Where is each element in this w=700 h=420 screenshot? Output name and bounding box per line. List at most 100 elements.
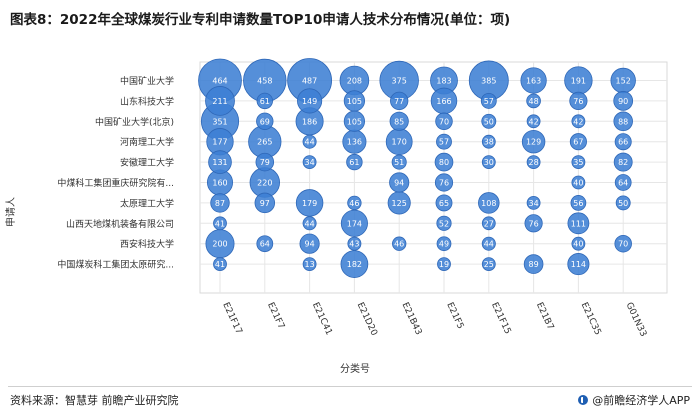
bubble-value-label: 174 [347, 219, 362, 228]
bubble-value-label: 125 [392, 199, 407, 208]
bubble [340, 209, 368, 237]
bubble-value-label: 85 [394, 117, 404, 126]
bubble-value-label: 42 [529, 117, 539, 126]
y-tick-label: 中国煤炭科工集团太原研究... [57, 259, 174, 271]
bubble [437, 257, 451, 272]
x-tick-label: E21F7 [265, 301, 286, 331]
bubble-value-label: 77 [394, 97, 404, 106]
bubble-value-label: 64 [618, 179, 628, 188]
bubble-value-label: 89 [529, 260, 539, 269]
bubble [526, 93, 541, 109]
bubble [571, 175, 586, 190]
bubble [481, 113, 497, 129]
bubble-value-label: 27 [484, 219, 494, 228]
bubble-value-label: 38 [484, 138, 494, 147]
bubble-value-label: 129 [526, 138, 541, 147]
bubble-value-label: 182 [347, 260, 362, 269]
bubble [569, 133, 587, 151]
bubble-value-label: 51 [394, 158, 404, 167]
y-tick-label: 中国矿业大学(北京) [95, 116, 174, 128]
y-tick-label: 西安科技大学 [120, 238, 174, 250]
bubble-value-label: 179 [302, 199, 317, 208]
bubble-value-label: 79 [260, 158, 270, 167]
bubble [390, 91, 409, 111]
bubble-value-label: 41 [215, 260, 225, 269]
source-text: 资料来源：智慧芽 前瞻产业研究院 [10, 394, 179, 407]
bubble [208, 150, 232, 174]
bubble-value-label: 166 [436, 97, 451, 106]
bubble-value-label: 163 [526, 77, 541, 86]
bubble-value-label: 56 [573, 199, 583, 208]
bubble-value-label: 385 [481, 77, 496, 86]
bubble-value-label: 211 [212, 97, 227, 106]
y-tick-label: 太原理工大学 [120, 197, 174, 209]
bubble-value-label: 82 [618, 158, 628, 167]
bubble [346, 153, 363, 171]
bubble-value-label: 88 [618, 117, 628, 126]
plot-frame [199, 61, 668, 294]
bubble-value-label: 191 [571, 77, 586, 86]
bubble [567, 253, 590, 276]
bubble [436, 215, 452, 231]
bubble [571, 155, 586, 170]
bubble [526, 155, 541, 170]
bubble [392, 236, 407, 251]
bubble-value-label: 61 [260, 97, 270, 106]
bubble-value-label: 65 [439, 199, 449, 208]
bubble-value-label: 61 [349, 158, 359, 167]
bubble [615, 195, 631, 211]
bubble [347, 195, 362, 211]
bubble [210, 193, 230, 213]
bubble-value-label: 48 [529, 97, 539, 106]
bubble-value-label: 30 [484, 158, 494, 167]
bubble-value-label: 105 [347, 97, 362, 106]
bubble-value-label: 44 [305, 219, 315, 228]
bubble-value-label: 25 [484, 260, 494, 269]
bubble-value-label: 80 [439, 158, 449, 167]
footer-divider [8, 386, 692, 387]
bubble-value-label: 177 [212, 138, 227, 147]
bubble [205, 86, 235, 116]
bubble [481, 236, 496, 251]
bubble [436, 133, 452, 150]
bubble [571, 114, 586, 129]
bubble-value-label: 87 [215, 199, 225, 208]
bubble-value-label: 43 [349, 240, 359, 249]
bubble [480, 92, 497, 109]
bubble-value-label: 208 [347, 77, 362, 86]
bubble-value-label: 28 [529, 158, 539, 167]
bubble-value-label: 375 [392, 77, 407, 86]
bubble-value-label: 35 [573, 158, 583, 167]
bubble [523, 254, 544, 274]
bubble [297, 88, 323, 114]
bubble-value-label: 66 [618, 138, 628, 147]
bubble [256, 92, 273, 110]
y-tick-label: 中煤科工集团重庆研究院有... [57, 177, 174, 189]
bubble-value-label: 49 [439, 240, 449, 249]
bubble-value-label: 94 [394, 179, 404, 188]
bubble [614, 234, 632, 253]
bubble-value-label: 186 [302, 117, 317, 126]
bubble-value-label: 70 [618, 240, 628, 249]
bubble [613, 91, 634, 111]
bubble-value-label: 34 [529, 199, 539, 208]
bubble-value-label: 458 [257, 77, 272, 86]
bubble [302, 155, 317, 170]
bubble-value-label: 200 [212, 240, 227, 249]
bubble-value-label: 170 [392, 138, 407, 147]
bubble-value-label: 69 [260, 117, 270, 126]
bubble [389, 111, 409, 131]
bubble-value-label: 13 [305, 260, 315, 269]
bubble [302, 257, 317, 272]
bubble-value-label: 183 [436, 77, 451, 86]
bubble-value-label: 46 [394, 240, 404, 249]
y-tick-label: 山东科技大学 [120, 95, 174, 107]
bubble-value-label: 52 [439, 219, 449, 228]
x-tick-label: E21F17 [220, 301, 243, 336]
bubble [347, 236, 362, 251]
bubble-value-label: 42 [573, 117, 583, 126]
bubble-value-label: 76 [439, 179, 449, 188]
bubble [254, 192, 276, 214]
x-tick-label: E21B7 [534, 301, 555, 332]
